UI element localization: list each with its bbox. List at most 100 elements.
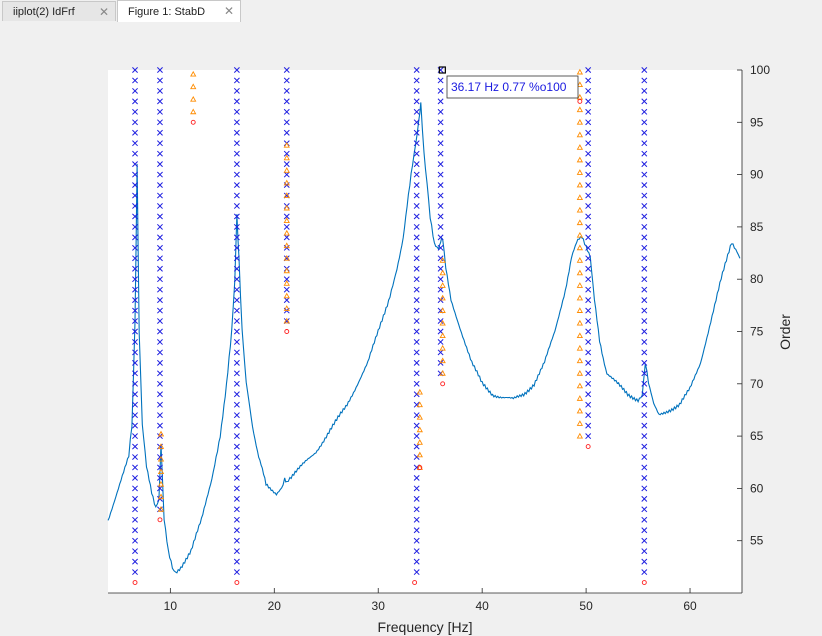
stable-pole-marker [641, 119, 648, 126]
stable-pole-marker [283, 286, 290, 293]
stable-pole-marker [413, 161, 420, 168]
stable-pole-marker [641, 401, 648, 408]
stable-pole-marker [233, 422, 240, 429]
stable-frequency-marker [439, 294, 446, 301]
stable-pole-marker [132, 265, 138, 272]
stable-pole-marker [413, 234, 420, 241]
stable-pole-marker [157, 391, 163, 398]
stabilization-chart[interactable]: 10 20 30 40 50 60 55 60 65 70 75 80 85 90 95 100 Freque… [0, 22, 822, 636]
stable-pole-marker [585, 140, 592, 147]
stable-pole-marker [413, 265, 420, 272]
stable-pole-marker [437, 182, 444, 189]
stable-pole-marker [233, 87, 240, 94]
stable-pole-marker [641, 192, 648, 199]
stable-frequency-marker [439, 319, 446, 326]
stable-pole-marker [233, 129, 240, 136]
stable-pole-marker [132, 495, 138, 502]
stable-pole-marker [413, 359, 420, 366]
stable-pole-marker [413, 182, 420, 189]
stable-pole-marker [157, 297, 163, 304]
stable-frequency-marker [439, 282, 446, 288]
stable-pole-marker [233, 171, 240, 178]
stable-pole-marker [585, 433, 592, 440]
stable-pole-marker [641, 349, 648, 356]
stable-pole-marker [157, 161, 163, 168]
stable-pole-marker [132, 474, 138, 481]
new-pole-marker [132, 580, 138, 585]
stable-pole-marker [132, 108, 138, 115]
stable-pole-marker [132, 485, 138, 492]
stable-pole-marker [157, 108, 163, 115]
stable-pole-marker [585, 203, 592, 209]
stable-pole-marker [132, 380, 138, 387]
stable-pole-marker [585, 244, 592, 251]
stable-frequency-marker [439, 332, 446, 339]
stable-frequency-marker [190, 83, 197, 90]
stable-pole-marker [641, 255, 648, 262]
stable-pole-marker [413, 192, 420, 199]
stable-pole-marker [641, 495, 648, 502]
stable-pole-marker [132, 223, 138, 230]
stable-pole-marker [132, 391, 138, 398]
stable-pole-marker [585, 119, 592, 126]
stable-pole-marker [157, 412, 163, 419]
close-icon[interactable]: ✕ [223, 4, 234, 18]
stable-pole-marker [233, 244, 240, 251]
stable-frequency-marker [416, 451, 423, 458]
stable-pole-marker [413, 474, 420, 481]
stable-frequency-marker [576, 282, 584, 288]
stable-pole-marker [413, 223, 420, 230]
stable-pole-marker [641, 265, 648, 272]
stable-pole-marker [413, 203, 420, 209]
stable-pole-marker [157, 318, 163, 324]
stable-pole-marker [641, 328, 648, 335]
close-icon[interactable]: ✕ [98, 5, 109, 19]
axes-layer: 10 20 30 40 50 60 55 60 65 70 75 80 85 90 95 100 [108, 63, 770, 613]
stable-pole-marker [157, 129, 163, 136]
stable-frequency-marker [576, 219, 584, 226]
stable-pole-marker [413, 213, 420, 220]
stable-pole-marker [132, 454, 138, 460]
stable-pole-marker [585, 339, 592, 345]
stable-pole-marker [157, 422, 163, 429]
stable-pole-marker [413, 286, 420, 293]
stable-pole-marker [157, 474, 163, 481]
tab-label: Figure 1: StabD [128, 5, 206, 18]
new-pole-marker [577, 98, 583, 104]
stable-pole-marker [641, 443, 648, 450]
stable-frequency-marker [576, 169, 584, 175]
stable-frequency-marker [576, 231, 584, 238]
stable-pole-marker [132, 150, 138, 157]
stable-pole-marker [233, 349, 240, 356]
stable-pole-marker [132, 297, 138, 304]
stable-pole-marker [233, 433, 240, 440]
stable-pole-marker [157, 67, 163, 73]
stable-frequency-marker [439, 269, 446, 276]
stable-pole-marker [585, 349, 592, 356]
stable-pole-marker [641, 537, 648, 544]
stable-pole-marker [157, 98, 163, 105]
stable-pole-marker [585, 182, 592, 189]
stable-pole-marker [233, 213, 240, 220]
datatip[interactable]: 36.17 Hz 0.77 %o100 [446, 75, 579, 99]
stable-pole-marker [157, 255, 163, 262]
tab-iiplot-idfrf[interactable]: iiplot(2) IdFrf ✕ [2, 1, 116, 21]
stable-pole-marker [641, 297, 648, 304]
stable-pole-marker [437, 286, 444, 293]
stable-pole-marker [437, 223, 444, 230]
stable-pole-marker [157, 339, 163, 345]
y-tick-label: 75 [750, 325, 764, 339]
stable-pole-marker [157, 370, 163, 377]
stable-pole-marker [233, 108, 240, 115]
stable-pole-marker [641, 485, 648, 492]
tab-figure-1-stabd[interactable]: Figure 1: StabD ✕ [117, 0, 241, 22]
stable-pole-marker [233, 192, 240, 199]
stable-frequency-marker [576, 194, 584, 200]
stable-pole-marker [157, 401, 163, 408]
stable-frequency-marker [283, 204, 290, 211]
stable-frequency-marker [576, 370, 584, 376]
stable-pole-marker [585, 391, 592, 398]
stable-pole-marker [157, 203, 163, 209]
stable-pole-marker [157, 464, 163, 471]
stable-pole-marker [132, 213, 138, 220]
